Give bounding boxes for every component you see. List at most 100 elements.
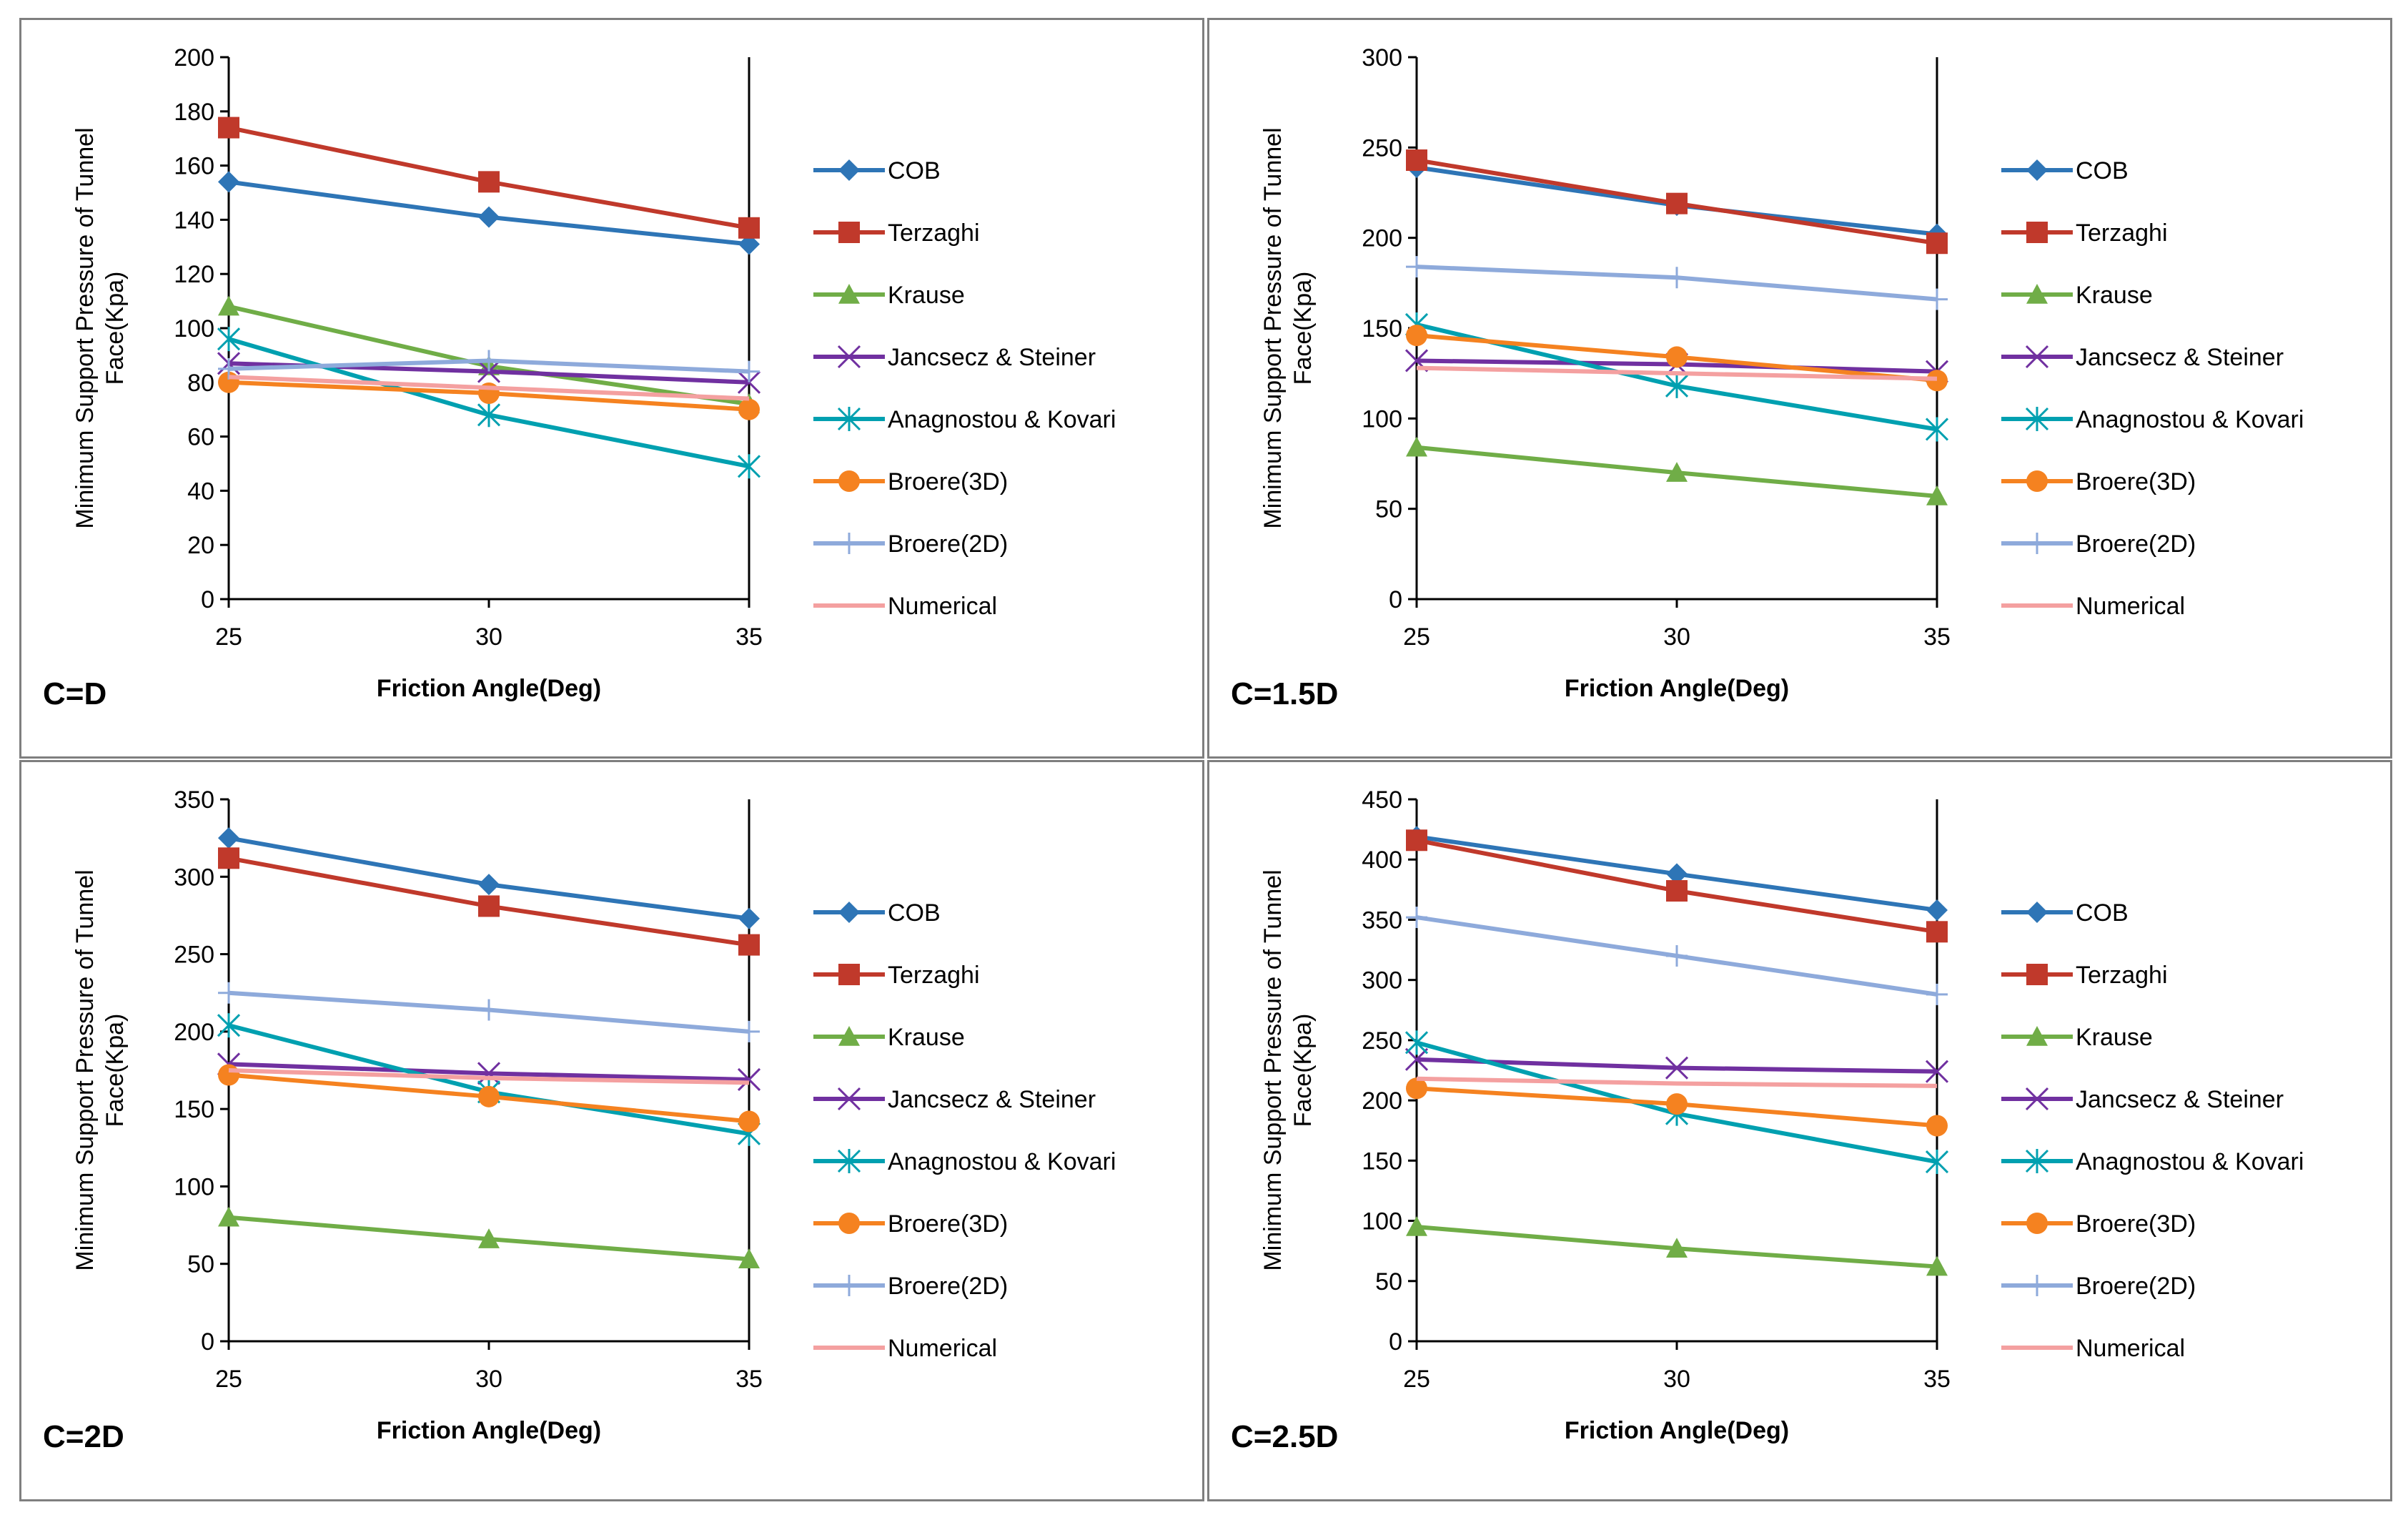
legend-item-broere-2d: Broere(2D) — [2001, 1273, 2196, 1300]
data-point — [1666, 1093, 1688, 1115]
data-point — [477, 1062, 501, 1085]
y-tick-label: 350 — [174, 786, 214, 814]
x-tick-label: 35 — [1923, 623, 1951, 651]
legend-label: Terzaghi — [888, 962, 980, 989]
legend-item-terzaghi: Terzaghi — [2001, 219, 2168, 247]
data-point — [1925, 1060, 1949, 1083]
series-cob — [218, 827, 760, 929]
data-point — [738, 934, 760, 956]
series-krause — [218, 1206, 760, 1268]
y-tick-label: 80 — [187, 370, 214, 397]
y-tick-label: 100 — [1362, 405, 1402, 433]
series-line-numerical — [1416, 1076, 1938, 1088]
legend-item-krause: Krause — [2001, 1024, 2153, 1051]
legend-label: Broere(3D) — [888, 1210, 1008, 1238]
depth-ratio-label: C=1.5D — [1231, 676, 1339, 711]
y-axis-label-line1: Minimum Support Pressure of Tunnel — [1259, 127, 1287, 528]
legend-marker — [838, 533, 860, 554]
legend-marker — [2026, 159, 2048, 181]
legend-marker — [838, 159, 860, 181]
legend-marker — [837, 1149, 861, 1173]
legend-label: Broere(3D) — [888, 468, 1008, 495]
data-point — [1926, 485, 1948, 505]
legend-marker — [2026, 1026, 2048, 1046]
x-tick-label: 35 — [1923, 1366, 1951, 1393]
legend-label: Numerical — [2076, 1335, 2185, 1362]
series-broere-2d — [1406, 256, 1948, 310]
data-point — [478, 895, 500, 917]
legend-marker — [838, 902, 860, 923]
marker-stroke — [1665, 1056, 1689, 1080]
legend-label: Terzaghi — [2076, 219, 2168, 247]
data-point — [1666, 462, 1688, 482]
data-point — [478, 874, 500, 896]
series-line-numerical — [228, 375, 750, 401]
legend-item-jancsecz-steiner: Jancsecz & Steiner — [813, 344, 1096, 371]
data-point — [1665, 373, 1689, 398]
series-krause — [1406, 1215, 1948, 1276]
y-tick-label: 300 — [1362, 44, 1402, 71]
legend-marker — [2026, 1213, 2048, 1234]
legend-label: Krause — [888, 1024, 965, 1051]
legend-label: COB — [2076, 899, 2129, 927]
marker-stroke — [2025, 345, 2049, 369]
series-line-numerical — [228, 1068, 750, 1085]
data-point — [478, 350, 500, 372]
marker-stroke — [477, 1062, 501, 1085]
data-point — [738, 217, 760, 239]
series-terzaghi — [1406, 149, 1948, 255]
y-tick-label: 100 — [174, 1173, 214, 1200]
legend-item-numerical: Numerical — [2001, 593, 2185, 620]
legend-marker — [2026, 284, 2048, 304]
legend-label: Numerical — [2076, 593, 2185, 620]
series-broere-2d — [218, 982, 760, 1042]
data-point — [1926, 370, 1948, 392]
data-point — [1666, 863, 1688, 885]
legend-label: COB — [888, 157, 941, 184]
data-point — [218, 827, 239, 849]
legend-item-krause: Krause — [813, 282, 965, 309]
x-tick-label: 30 — [1663, 623, 1690, 651]
series-broere-3d — [1406, 1077, 1948, 1137]
legend-item-broere-3d: Broere(3D) — [813, 468, 1008, 495]
legend-item-cob: COB — [813, 899, 941, 927]
y-tick-label: 100 — [174, 315, 214, 342]
data-point — [1926, 983, 1948, 1005]
legend-marker — [838, 1026, 860, 1046]
series-numerical — [228, 375, 750, 401]
data-point — [1666, 267, 1688, 289]
depth-ratio-label: C=2D — [43, 1419, 124, 1454]
legend-marker — [837, 1087, 861, 1111]
legend-label: Krause — [888, 282, 965, 309]
legend-item-numerical: Numerical — [813, 593, 997, 620]
data-point — [738, 1110, 760, 1132]
legend-label: Jancsecz & Steiner — [888, 344, 1096, 371]
data-point — [218, 295, 239, 316]
marker-stroke — [477, 360, 501, 383]
legend-item-cob: COB — [813, 157, 941, 184]
legend-item-broere-2d: Broere(2D) — [813, 1273, 1008, 1300]
y-tick-label: 150 — [1362, 1148, 1402, 1175]
series-terzaghi — [218, 847, 760, 956]
data-point — [1665, 1056, 1689, 1080]
legend-marker — [838, 284, 860, 304]
y-tick-label: 0 — [201, 1328, 214, 1356]
legend-marker — [837, 407, 861, 431]
series-krause — [1406, 436, 1948, 505]
line-chart-svg: 0 20 40 60 80 100 120 140 160 180 200 25 30 35 Frictio… — [71, 44, 1116, 702]
y-tick-label: 120 — [174, 261, 214, 288]
x-axis-label: Friction Angle(Deg) — [377, 1417, 601, 1444]
series-broere-2d — [1406, 907, 1948, 1005]
data-point — [1406, 149, 1427, 172]
data-point — [1406, 1077, 1427, 1100]
y-tick-label: 300 — [1362, 967, 1402, 995]
legend-marker — [2026, 964, 2048, 985]
x-tick-label: 25 — [215, 623, 242, 651]
data-point — [1406, 325, 1427, 347]
y-tick-label: 200 — [174, 44, 214, 71]
data-point — [738, 1248, 760, 1268]
legend-label: Anagnostou & Kovari — [888, 1148, 1116, 1175]
legend-item-anagnostou-kovari: Anagnostou & Kovari — [813, 1148, 1116, 1175]
legend-label: Jancsecz & Steiner — [2076, 1086, 2284, 1113]
legend-label: Terzaghi — [2076, 962, 2168, 989]
